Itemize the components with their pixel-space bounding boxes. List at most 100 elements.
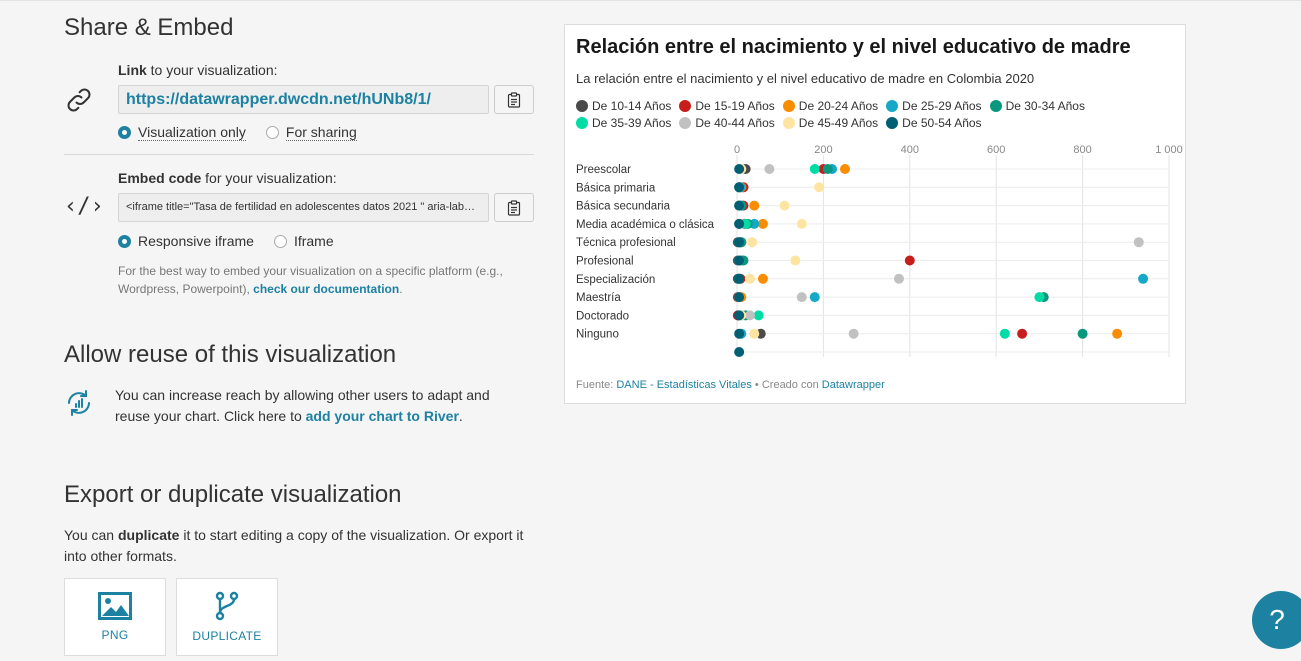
visualization-url-field[interactable]: https://datawrapper.dwcdn.net/hUNb8/1/ — [118, 85, 489, 114]
river-link[interactable]: add your chart to River — [305, 408, 459, 424]
data-point — [822, 164, 833, 174]
copy-embed-button[interactable] — [494, 193, 534, 222]
data-point — [796, 218, 807, 229]
legend-swatch — [576, 100, 588, 112]
category-label: Técnica profesional — [576, 237, 676, 249]
data-point — [848, 328, 859, 339]
data-point — [809, 292, 820, 303]
x-tick-label: 200 — [814, 144, 832, 156]
data-point — [1133, 237, 1144, 248]
export-png-button[interactable]: PNG — [64, 578, 166, 656]
datawrapper-link[interactable]: Datawrapper — [821, 379, 885, 391]
radio-responsive-iframe[interactable]: Responsive iframe — [118, 233, 254, 249]
copy-url-button[interactable] — [494, 85, 534, 114]
x-tick-label: 600 — [987, 144, 1005, 156]
data-point — [1138, 273, 1149, 284]
chart-preview: Relación entre el nacimiento y el nivel … — [564, 24, 1186, 404]
data-point — [840, 164, 850, 174]
export-text: You can duplicate it to start editing a … — [64, 527, 524, 564]
share-heading: Share & Embed — [64, 14, 234, 41]
embed-code-field[interactable]: <iframe title="Tasa de fertilidad en ado… — [118, 193, 489, 222]
data-point — [734, 328, 745, 339]
data-point — [734, 255, 745, 266]
legend-swatch — [679, 117, 692, 129]
x-tick-label: 0 — [734, 144, 740, 156]
top-border — [0, 0, 1301, 4]
category-label: Básica primaria — [576, 182, 656, 194]
data-point — [749, 328, 760, 339]
clipboard-icon — [507, 91, 521, 108]
reuse-text: You can increase reach by allowing other… — [115, 387, 490, 424]
fork-icon — [215, 591, 239, 621]
chart-subtitle: La relación entre el nacimiento y el niv… — [576, 71, 1035, 86]
data-point — [796, 292, 807, 303]
data-point — [747, 237, 758, 248]
radio-visualization-only[interactable]: Visualization only — [118, 124, 246, 141]
embed-hint: For the best way to embed your visualiza… — [118, 264, 503, 296]
data-point — [1077, 328, 1088, 339]
link-type-options: Visualization only For sharing — [118, 124, 377, 141]
data-point — [734, 182, 745, 193]
legend-label: De 45-49 Años — [798, 116, 879, 130]
data-point — [749, 200, 760, 211]
duplicate-button[interactable]: DUPLICATE — [176, 578, 278, 656]
radio-iframe[interactable]: Iframe — [273, 233, 334, 249]
data-point — [904, 255, 915, 266]
chart-title: Relación entre el nacimiento y el nivel … — [576, 36, 1131, 58]
legend-label: De 25-29 Años — [902, 99, 982, 113]
data-point — [790, 255, 801, 266]
radio-unselected-icon — [265, 126, 279, 139]
code-icon: ‹/› — [64, 194, 104, 219]
data-point — [744, 273, 755, 284]
data-point — [779, 200, 790, 211]
data-point — [757, 273, 768, 284]
export-heading: Export or duplicate visualization — [64, 481, 402, 508]
data-point — [744, 310, 755, 321]
data-point — [814, 182, 825, 193]
river-icon — [64, 388, 94, 423]
category-label: Ninguno — [576, 329, 619, 341]
radio-unselected-icon — [273, 234, 287, 248]
legend-swatch — [989, 100, 1002, 112]
data-point — [734, 310, 745, 321]
reuse-heading: Allow reuse of this visualization — [64, 341, 397, 368]
legend-swatch — [576, 117, 588, 129]
legend-swatch — [782, 117, 795, 129]
duplicate-label: DUPLICATE — [192, 629, 262, 643]
data-point — [753, 310, 764, 321]
legend-swatch — [679, 100, 692, 112]
legend-swatch — [886, 100, 899, 112]
legend-label: De 30-34 Años — [1005, 99, 1085, 113]
legend-item: De 40-44 Años — [679, 115, 775, 132]
data-point — [894, 273, 904, 284]
radio-selected-icon — [118, 126, 131, 139]
legend-swatch — [782, 100, 795, 112]
chart-source: Fuente: DANE - Estadísticas Vitales • Cr… — [576, 379, 885, 391]
data-point — [734, 273, 745, 284]
legend-item: De 35-39 Años — [576, 115, 671, 132]
data-point — [734, 164, 745, 174]
category-label: Profesional — [576, 256, 634, 268]
clipboard-icon — [507, 199, 521, 216]
legend-item: De 15-19 Años — [679, 98, 775, 115]
data-point — [734, 347, 745, 357]
data-point — [734, 237, 745, 248]
radio-for-sharing[interactable]: For sharing — [265, 124, 357, 141]
divider — [64, 154, 534, 155]
help-button[interactable]: ? — [1252, 591, 1301, 649]
legend-item: De 25-29 Años — [886, 98, 982, 115]
data-point — [757, 218, 768, 229]
data-point — [734, 292, 745, 303]
radio-selected-icon — [118, 234, 131, 248]
documentation-link[interactable]: check our documentation — [253, 282, 400, 296]
x-tick-label: 800 — [1073, 144, 1091, 156]
category-label: Media académica o clásica — [576, 219, 715, 231]
embed-type-options: Responsive iframe Iframe — [118, 233, 354, 249]
category-label: Doctorado — [576, 310, 629, 322]
dot-plot: 0 200 400 600 800 1 000 Preescolar Básica prima… — [576, 144, 1183, 357]
embed-label: Embed code for your visualization: — [118, 170, 337, 186]
source-link[interactable]: DANE - Estadísticas Vitales — [616, 379, 752, 391]
legend-label: De 40-44 Años — [695, 116, 775, 130]
link-label: Link to your visualization: — [118, 62, 278, 78]
category-label: Básica secundaria — [576, 201, 671, 213]
